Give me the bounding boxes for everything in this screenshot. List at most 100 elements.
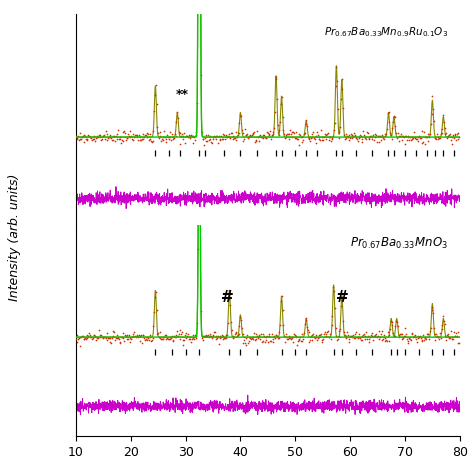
Point bbox=[246, 335, 254, 342]
Point bbox=[432, 135, 440, 143]
Point bbox=[150, 127, 157, 135]
Point bbox=[73, 135, 81, 142]
Point bbox=[399, 334, 407, 341]
Point bbox=[282, 334, 289, 341]
Point bbox=[397, 330, 405, 337]
Point bbox=[433, 130, 441, 138]
Point bbox=[278, 93, 285, 100]
Point bbox=[242, 131, 249, 139]
Point bbox=[323, 328, 331, 336]
Point bbox=[119, 329, 127, 337]
Point bbox=[151, 91, 159, 99]
Point bbox=[261, 338, 269, 346]
Point bbox=[234, 132, 242, 139]
Point bbox=[211, 133, 219, 140]
Point bbox=[106, 133, 113, 141]
Point bbox=[206, 330, 213, 338]
Point bbox=[353, 328, 360, 336]
Point bbox=[217, 137, 224, 144]
Point bbox=[178, 328, 186, 336]
Point bbox=[262, 337, 269, 344]
Point bbox=[328, 135, 336, 143]
Point bbox=[328, 312, 336, 319]
Point bbox=[255, 332, 263, 340]
Point bbox=[456, 133, 463, 141]
Point bbox=[150, 108, 158, 115]
Point bbox=[134, 137, 142, 144]
Point bbox=[326, 133, 334, 141]
Point bbox=[93, 334, 100, 342]
Point bbox=[446, 335, 453, 342]
Point bbox=[115, 335, 123, 343]
Point bbox=[103, 329, 111, 337]
Point bbox=[224, 319, 232, 327]
Point bbox=[436, 329, 444, 337]
Point bbox=[74, 336, 82, 343]
Point bbox=[392, 317, 400, 325]
Point bbox=[342, 130, 349, 138]
Point bbox=[418, 128, 425, 135]
Point bbox=[233, 332, 241, 340]
Point bbox=[223, 134, 231, 141]
Point bbox=[280, 321, 287, 329]
Point bbox=[227, 135, 234, 142]
Point bbox=[124, 135, 131, 142]
Point bbox=[242, 341, 249, 349]
Point bbox=[238, 324, 246, 332]
Point bbox=[402, 330, 410, 338]
Point bbox=[77, 135, 84, 143]
Point bbox=[137, 331, 145, 339]
Point bbox=[352, 131, 359, 138]
Point bbox=[207, 138, 215, 146]
Point bbox=[406, 134, 414, 141]
Point bbox=[440, 317, 447, 325]
Point bbox=[120, 337, 128, 345]
Point bbox=[92, 337, 100, 344]
Point bbox=[87, 134, 95, 142]
Point bbox=[306, 137, 314, 145]
Point bbox=[197, 72, 205, 79]
Point bbox=[148, 138, 155, 146]
Point bbox=[191, 136, 199, 143]
Point bbox=[254, 332, 261, 340]
Point bbox=[123, 331, 130, 339]
Point bbox=[184, 330, 192, 338]
Point bbox=[374, 132, 382, 140]
Point bbox=[177, 330, 185, 338]
Point bbox=[82, 335, 90, 343]
Point bbox=[274, 334, 282, 342]
Point bbox=[388, 135, 395, 143]
Point bbox=[449, 335, 457, 343]
Point bbox=[97, 331, 104, 339]
Point bbox=[102, 334, 109, 342]
Point bbox=[338, 75, 346, 82]
Point bbox=[282, 131, 289, 138]
Point bbox=[203, 137, 211, 145]
Point bbox=[388, 318, 395, 326]
Point bbox=[399, 132, 406, 140]
Point bbox=[353, 135, 361, 143]
Point bbox=[314, 334, 322, 342]
Point bbox=[433, 332, 441, 340]
Point bbox=[369, 329, 376, 337]
Point bbox=[414, 334, 421, 341]
Point bbox=[288, 334, 295, 341]
Point bbox=[88, 335, 96, 343]
Point bbox=[313, 128, 321, 136]
Point bbox=[270, 124, 278, 131]
Point bbox=[286, 131, 293, 138]
Point bbox=[375, 336, 383, 343]
Point bbox=[379, 134, 387, 141]
Point bbox=[251, 138, 259, 146]
Point bbox=[248, 334, 255, 341]
Point bbox=[360, 330, 368, 337]
Point bbox=[300, 136, 307, 144]
Point bbox=[130, 330, 137, 338]
Point bbox=[276, 118, 284, 125]
Point bbox=[158, 336, 166, 343]
Point bbox=[393, 319, 401, 326]
Point bbox=[421, 134, 429, 141]
Point bbox=[310, 128, 317, 136]
Point bbox=[346, 134, 354, 142]
Point bbox=[249, 333, 257, 341]
